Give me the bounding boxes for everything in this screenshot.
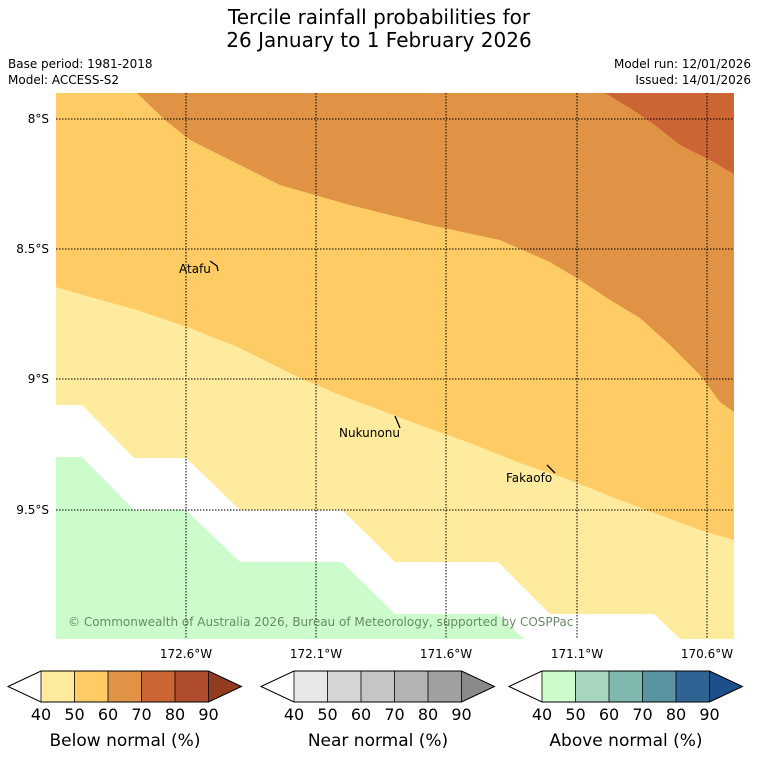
lat-label-8-5s: 8.5°S xyxy=(16,242,49,256)
colorbar-near-tick: 70 xyxy=(384,705,404,724)
place-nukunonu: Nukunonu xyxy=(339,426,400,440)
colorbar-above-swatch xyxy=(542,671,576,702)
atafu-atoll xyxy=(209,260,219,272)
model-name: Model: ACCESS-S2 xyxy=(8,73,120,87)
nukunonu-atoll xyxy=(394,415,401,429)
issued-date: Issued: 14/01/2026 xyxy=(635,73,751,87)
title-line-2: 26 January to 1 February 2026 xyxy=(226,28,532,52)
colorbar-label-below: Below normal (%) xyxy=(49,731,201,751)
colorbar-above-tick: 90 xyxy=(699,705,719,724)
lat-label-8s: 8°S xyxy=(28,112,49,126)
colorbar-group: 40 50 60 70 80 90 40 50 60 70 80 90 40 50 60 70 80 90 xyxy=(6,670,744,724)
colorbar-below-extend-high xyxy=(208,671,242,702)
colorbar-above-swatch xyxy=(609,671,643,702)
base-period: Base period: 1981-2018 xyxy=(8,57,153,71)
lat-label-9-5s: 9.5°S xyxy=(16,503,49,517)
colorbar-below-tick: 50 xyxy=(64,705,84,724)
probability-map: 8°S 8.5°S 9°S 9.5°S 172.6°W 172.1°W 171.… xyxy=(16,93,734,661)
colorbar-near-extend-low xyxy=(261,671,294,702)
colorbar-near-swatch xyxy=(428,671,462,702)
colorbar-above-swatch xyxy=(642,671,676,702)
colorbar-below-tick: 90 xyxy=(198,705,218,724)
colorbar-below-tick: 70 xyxy=(131,705,151,724)
colorbar-above-extend-high xyxy=(709,671,743,702)
region-above-40 xyxy=(56,457,524,639)
colorbar-below-extend-low xyxy=(8,671,41,702)
colorbar-above-swatch xyxy=(676,671,710,702)
colorbar-above-tick: 60 xyxy=(599,705,619,724)
lon-label-172-1w: 172.1°W xyxy=(290,647,342,661)
colorbar-below-tick: 40 xyxy=(31,705,51,724)
colorbar-above-tick: 80 xyxy=(666,705,686,724)
graticule xyxy=(56,93,734,639)
colorbar-near-tick: 60 xyxy=(351,705,371,724)
colorbar-above-swatch xyxy=(575,671,609,702)
colorbar-below-tick: 80 xyxy=(165,705,185,724)
region-below-60 xyxy=(137,93,734,412)
colorbar-above-extend-low xyxy=(509,671,542,702)
colorbar-below-swatch xyxy=(175,671,209,702)
place-atafu: Atafu xyxy=(179,262,211,276)
colorbar-below-swatch xyxy=(74,671,108,702)
model-run: Model run: 12/01/2026 xyxy=(613,57,751,71)
colorbar-label-near: Near normal (%) xyxy=(307,731,449,751)
colorbar-near-swatch xyxy=(327,671,361,702)
colorbar-near-swatch xyxy=(361,671,395,702)
colorbar-below-swatch xyxy=(141,671,175,702)
lon-label-172-6w: 172.6°W xyxy=(160,647,212,661)
colorbar-near-swatch xyxy=(394,671,428,702)
lon-label-171-1w: 171.1°W xyxy=(551,647,603,661)
title-line-1: Tercile rainfall probabilities for xyxy=(227,5,531,29)
colorbar-near-tick: 90 xyxy=(451,705,471,724)
colorbar-near-tick: 50 xyxy=(317,705,337,724)
colorbar-near-tick: 40 xyxy=(284,705,304,724)
colorbar-above-tick: 40 xyxy=(532,705,552,724)
place-fakaofo: Fakaofo xyxy=(506,471,552,485)
colorbar-near-tick: 80 xyxy=(418,705,438,724)
colorbar-near-swatch xyxy=(294,671,328,702)
region-below-70 xyxy=(605,93,734,174)
colorbar-below-swatch xyxy=(108,671,142,702)
lat-label-9s: 9°S xyxy=(28,372,49,386)
colorbar-above-tick: 50 xyxy=(565,705,585,724)
colorbar-label-above: Above normal (%) xyxy=(549,731,703,751)
colorbar-below-swatch xyxy=(41,671,75,702)
lon-label-170-6w: 170.6°W xyxy=(681,647,733,661)
copyright-notice: © Commonwealth of Australia 2026, Bureau… xyxy=(68,615,573,629)
colorbar-below-tick: 60 xyxy=(98,705,118,724)
colorbar-above-tick: 70 xyxy=(632,705,652,724)
colorbar-near-extend-high xyxy=(461,671,495,702)
fakaofo-atoll xyxy=(546,464,556,474)
lon-label-171-6w: 171.6°W xyxy=(420,647,472,661)
